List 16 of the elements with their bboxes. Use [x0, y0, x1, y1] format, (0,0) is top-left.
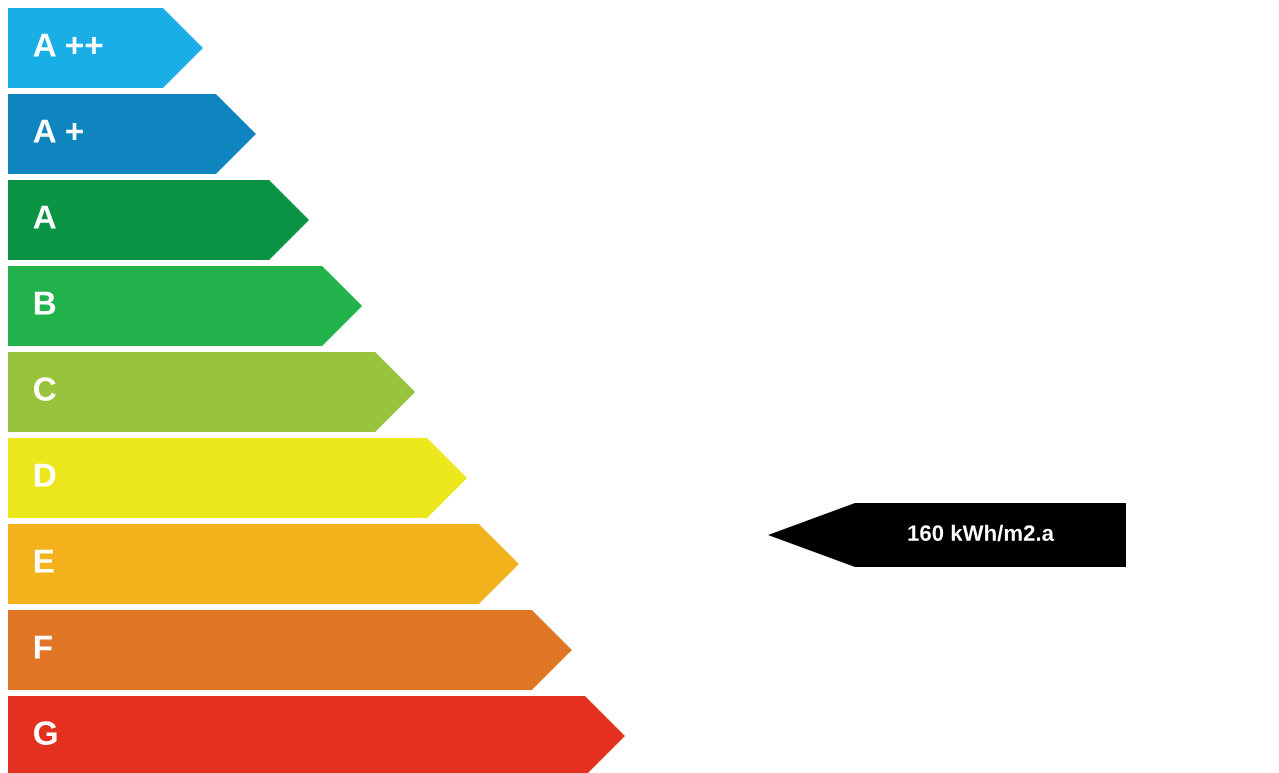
- text: 160 kWh/m2.a: [908, 524, 1055, 542]
- y-tick-label: E: [34, 549, 54, 573]
- bar: [8, 438, 468, 518]
- y-tick-label: A +: [33, 119, 83, 143]
- y-tick-label: C: [34, 377, 56, 401]
- y-tick-label: B: [34, 291, 56, 315]
- y-tick-label: F: [34, 635, 52, 659]
- bar: [8, 524, 519, 604]
- y-tick-label: A ++: [33, 33, 103, 57]
- y-tick-label: A: [33, 205, 56, 229]
- bar: [8, 266, 363, 346]
- y-tick-label: D: [34, 463, 56, 487]
- bar: [8, 180, 310, 260]
- y-tick-label: G: [34, 721, 57, 745]
- bar: [8, 610, 572, 690]
- bar: [8, 352, 416, 432]
